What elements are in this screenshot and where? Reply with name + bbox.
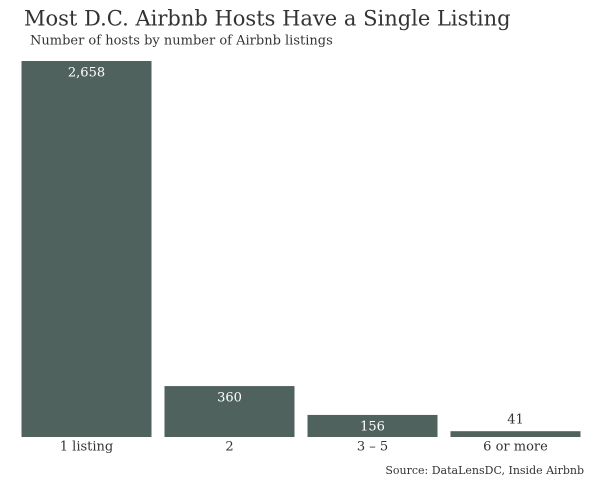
bar [450,431,581,437]
chart-subtitle: Number of hosts by number of Airbnb list… [30,34,333,49]
x-tick-label: 6 or more [483,440,548,455]
x-tick-label: 2 [225,440,233,455]
x-tick-label: 3 – 5 [357,440,388,455]
x-tick-label: 1 listing [60,440,113,455]
value-label: 360 [217,391,242,406]
bar [164,386,295,437]
value-label: 156 [360,419,385,434]
source-note: Source: DataLensDC, Inside Airbnb [385,464,584,477]
chart-title: Most D.C. Airbnb Hosts Have a Single Lis… [24,7,511,31]
value-label: 2,658 [68,66,105,81]
bar [21,61,152,437]
bar [307,414,438,437]
value-label: 41 [507,413,524,428]
